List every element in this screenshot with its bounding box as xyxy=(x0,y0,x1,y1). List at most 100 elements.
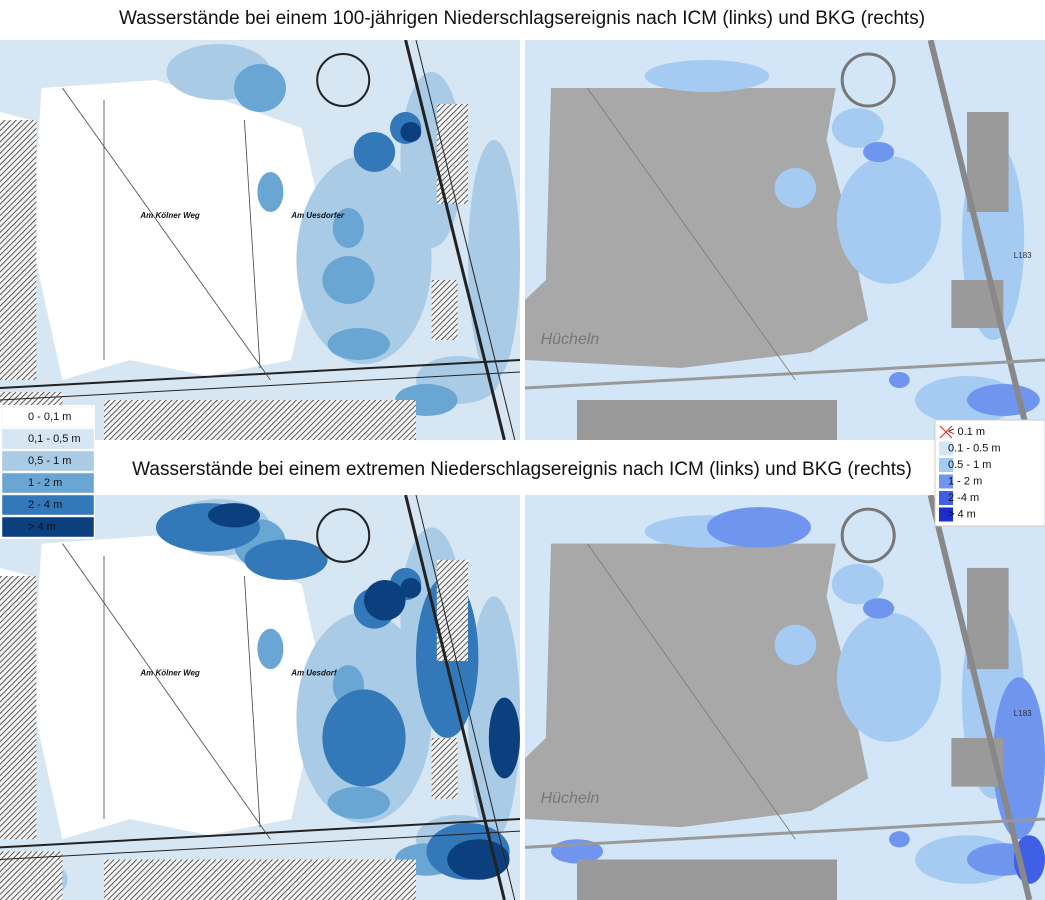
legend-label: 0 - 0,1 m xyxy=(28,411,71,423)
road xyxy=(62,87,271,381)
buildings xyxy=(0,576,37,840)
legend-label: 2 -4 m xyxy=(948,492,979,504)
legend-swatch xyxy=(1,450,95,472)
flood-area xyxy=(468,140,520,380)
road xyxy=(0,830,520,860)
flood-area xyxy=(889,831,910,848)
legend-swatch xyxy=(1,428,95,450)
flood-area xyxy=(889,372,910,388)
road xyxy=(587,87,796,381)
legend-label: 0,5 - 1 m xyxy=(28,455,71,467)
flood-area xyxy=(364,580,406,621)
flood-area xyxy=(208,503,260,528)
flood-area xyxy=(234,64,286,112)
road xyxy=(927,495,1033,900)
buildings xyxy=(104,859,416,900)
legend-marker xyxy=(939,425,953,439)
maps: Am Kölner Weg Am Uesdorfer Hücheln L183 Am K… xyxy=(0,40,1045,900)
race-track xyxy=(840,52,896,108)
road xyxy=(927,40,1033,440)
road xyxy=(0,359,520,389)
road-label: L183 xyxy=(1014,709,1032,718)
legend-label: > 4 m xyxy=(28,521,56,533)
flood-area xyxy=(488,697,520,779)
buildings xyxy=(967,567,1009,670)
flood-area xyxy=(353,132,396,172)
buildings xyxy=(577,400,837,440)
title-top: Wasserstände bei einem 100-jährigen Nied… xyxy=(119,8,925,29)
legend-swatch xyxy=(1,472,95,494)
road xyxy=(587,543,796,840)
legends: 0 - 0,1 m 0,1 - 0,5 m 0,5 - 1 m 1 - 2 m 2 - … xyxy=(0,405,1045,539)
legend-label: < 0.1 m xyxy=(948,426,985,438)
flood-area xyxy=(774,168,817,208)
flood-area xyxy=(774,624,817,666)
buildings xyxy=(431,738,458,799)
map: Am Kölner Weg Am Uesdorf xyxy=(0,495,520,900)
flood-area xyxy=(644,60,770,92)
place-label: Hücheln xyxy=(541,790,600,807)
road xyxy=(62,543,271,840)
flood-area xyxy=(296,156,432,364)
flood-area xyxy=(863,598,895,619)
flood-area xyxy=(863,142,895,162)
flood-area xyxy=(332,208,364,248)
legend-label: 1 - 2 m xyxy=(28,477,62,489)
street-label: Am Uesdorfer xyxy=(290,211,345,220)
legend-swatch xyxy=(1,406,95,428)
flood-area xyxy=(525,535,551,759)
legend-label: 0.1 - 0.5 m xyxy=(948,442,1001,454)
road xyxy=(244,575,261,828)
race-track xyxy=(840,507,896,564)
buildings xyxy=(104,400,416,440)
buildings xyxy=(431,280,458,340)
legend-label: 0.5 - 1 m xyxy=(948,459,991,471)
street-label: Am Kölner Weg xyxy=(139,211,200,220)
buildings xyxy=(967,112,1009,212)
flood-area xyxy=(837,156,941,284)
flood-area xyxy=(400,122,422,142)
flood-area xyxy=(967,384,1040,416)
legend-swatch xyxy=(939,491,953,505)
buildings xyxy=(0,120,37,380)
legend-swatch xyxy=(1,516,95,538)
road-label: L183 xyxy=(1014,251,1032,260)
flood-area xyxy=(707,507,811,548)
title-bottom: Wasserstände bei einem extremen Niedersc… xyxy=(132,459,912,480)
street-label: Am Kölner Weg xyxy=(139,668,200,677)
road xyxy=(0,818,520,849)
road xyxy=(0,371,520,401)
flood-area xyxy=(244,539,328,581)
road xyxy=(525,817,1045,849)
flood-area xyxy=(447,839,510,880)
flood-area xyxy=(327,786,390,819)
legend-label: 0,1 - 0,5 m xyxy=(28,433,81,445)
legend-swatch xyxy=(939,507,953,522)
road xyxy=(525,358,1045,390)
dry-area xyxy=(31,535,323,840)
road xyxy=(244,119,261,369)
flood-area xyxy=(525,80,551,300)
dry-area xyxy=(31,80,323,380)
flood-area xyxy=(837,612,941,743)
legend-box xyxy=(934,419,1045,527)
legend-swatch xyxy=(1,494,95,516)
race-track xyxy=(316,53,371,107)
place-label: Hücheln xyxy=(541,331,600,348)
flood-area xyxy=(322,256,375,304)
buildings xyxy=(577,859,837,900)
flood-area xyxy=(400,578,422,599)
flood-area xyxy=(322,689,406,787)
race-track xyxy=(316,508,371,563)
flood-area xyxy=(257,628,284,670)
legend-swatch xyxy=(939,441,953,456)
legend-swatch xyxy=(939,458,953,472)
legend-label: 1 - 2 m xyxy=(948,475,982,487)
legend-box xyxy=(0,405,95,539)
flood-area xyxy=(327,328,390,360)
flood-area xyxy=(831,108,884,148)
legend-label: > 4 m xyxy=(948,508,976,520)
map: Hücheln L183 xyxy=(525,495,1045,900)
flood-area xyxy=(257,172,284,212)
